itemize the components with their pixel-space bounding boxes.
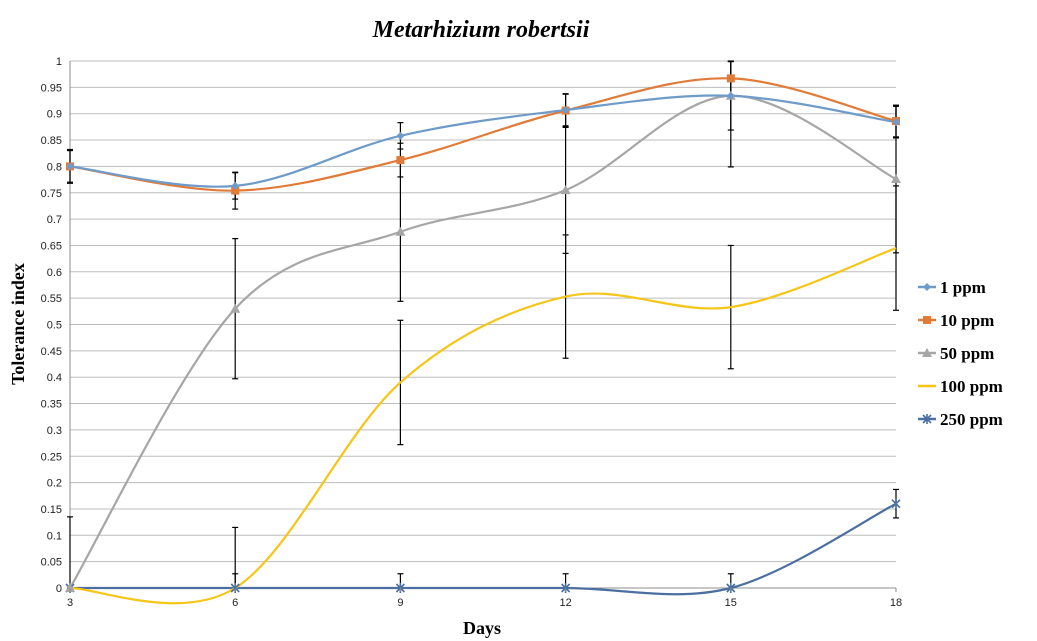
y-tick-label: 0.55	[41, 293, 62, 305]
y-tick-label: 0.9	[47, 109, 62, 121]
data-point	[396, 156, 404, 164]
data-point	[892, 499, 900, 509]
data-point	[396, 132, 404, 140]
gridlines	[70, 61, 896, 588]
series-line-1-ppm	[70, 96, 896, 187]
y-tick-label: 0.95	[41, 82, 62, 94]
series-lines	[70, 78, 896, 603]
y-tick-label: 0.75	[41, 188, 62, 200]
legend-marker	[923, 283, 931, 291]
y-tick-label: 0.25	[41, 451, 62, 463]
y-tick-label: 0.7	[47, 214, 62, 226]
legend-label: 100 ppm	[940, 377, 1003, 396]
y-tick-label: 0.65	[41, 240, 62, 252]
data-point	[891, 174, 901, 183]
x-tick-label: 9	[397, 597, 403, 609]
legend-entry: 100 ppm	[918, 377, 1003, 396]
x-tick-label: 15	[725, 597, 737, 609]
y-axis-ticks: 0 0.05 0.1 0.15 0.2 0.25 0.3 0.35 0.4 0.45 0.5 0.55…	[41, 56, 62, 595]
legend-label: 50 ppm	[940, 344, 994, 363]
legend-label: 10 ppm	[940, 311, 994, 330]
x-tick-label: 18	[890, 597, 902, 609]
y-tick-label: 0.45	[41, 346, 62, 358]
legend-label: 250 ppm	[940, 410, 1003, 429]
legend-entry: 10 ppm	[918, 311, 994, 330]
x-tick-label: 3	[67, 597, 73, 609]
legend-marker	[923, 316, 931, 324]
legend-entry: 1 ppm	[918, 278, 986, 297]
legend-entry: 250 ppm	[918, 410, 1003, 429]
x-tick-label: 6	[232, 597, 238, 609]
y-tick-label: 0.5	[47, 320, 62, 332]
y-tick-label: 0.15	[41, 504, 62, 516]
data-point	[727, 74, 735, 82]
series-line-250-ppm	[70, 504, 896, 595]
series-line-50-ppm	[70, 96, 896, 588]
chart-title: Metarhizium robertsii	[372, 17, 590, 43]
y-tick-label: 0.85	[41, 135, 62, 147]
y-tick-label: 0.35	[41, 399, 62, 411]
series-line-10-ppm	[70, 78, 896, 190]
error-bar	[232, 527, 238, 588]
y-tick-label: 0.6	[47, 267, 62, 279]
legend: 1 ppm 10 ppm 50 ppm 100 ppm 250 ppm	[918, 278, 1003, 429]
y-axis-title: Tolerance index	[8, 263, 28, 385]
legend-entry: 50 ppm	[918, 344, 994, 363]
y-tick-label: 0	[56, 583, 62, 595]
y-tick-label: 0.3	[47, 425, 62, 437]
y-tick-label: 0.2	[47, 478, 62, 490]
x-axis-ticks: 3 6 9 12 15 18	[67, 588, 902, 609]
y-tick-label: 1	[56, 56, 62, 68]
y-tick-label: 0.1	[47, 530, 62, 542]
y-tick-label: 0.4	[47, 372, 62, 384]
x-tick-label: 12	[559, 597, 571, 609]
series-line-100-ppm	[70, 248, 896, 603]
y-tick-label: 0.05	[41, 557, 62, 569]
y-tick-label: 0.8	[47, 161, 62, 173]
series-markers	[65, 74, 901, 593]
error-bar	[67, 517, 73, 588]
x-axis-title: Days	[463, 618, 501, 638]
legend-label: 1 ppm	[940, 278, 986, 297]
